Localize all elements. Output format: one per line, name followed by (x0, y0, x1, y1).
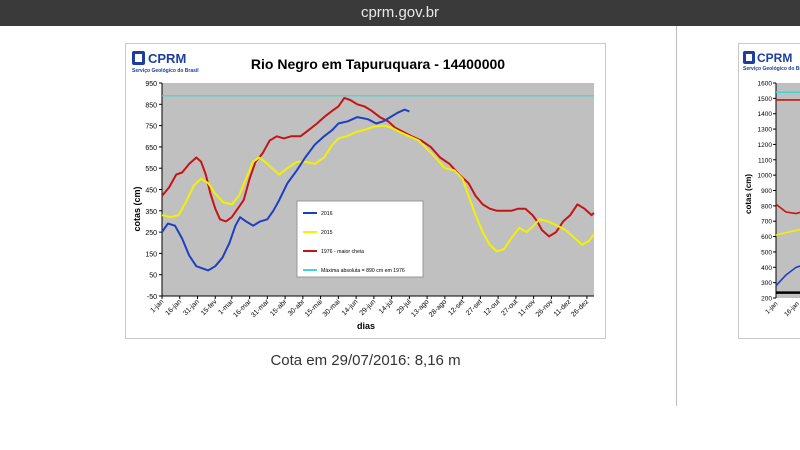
plot-area-secondary: 200 300 400 500 600 700 800 900 1000 1100 1200 1300… (758, 81, 800, 318)
url-text: cprm.gov.br (360, 4, 440, 21)
y-tick-label: 50 (149, 273, 157, 280)
y-axis-label: cotas (cm) (132, 186, 142, 231)
browser-address-bar[interactable]: cprm.gov.br (0, 0, 800, 26)
y-tick-label: 650 (145, 145, 157, 152)
x-tick-label: 27-out (500, 298, 519, 317)
y-axis-label-secondary: cotas (cm) (744, 174, 753, 214)
x-tick-label: 16-mar (232, 298, 253, 319)
y-tick-label-secondary: 1500 (758, 96, 773, 103)
x-tick-label: 15-fev (200, 298, 219, 317)
x-tick-label: 26-dez (570, 298, 590, 318)
y-tick-label-secondary: 1400 (758, 111, 773, 118)
cprm-logo-name: CPRM (148, 51, 186, 66)
y-tick-label: 950 (145, 81, 157, 88)
y-tick-label: 750 (145, 124, 157, 131)
water-level-caption: Cota em 29/07/2016: 8,16 m (270, 352, 461, 369)
x-tick-label: 16-jan (164, 298, 183, 317)
x-tick-label: 30-mai (322, 298, 342, 318)
legend-label-2016: 2016 (321, 211, 333, 217)
x-tick-label: 12-set (447, 298, 466, 317)
chart-secondary: CPRM Serviço Geológico do Brasil 200 300 4… (743, 51, 800, 318)
x-tick-label: 27-set (465, 298, 484, 317)
y-tick-label-secondary: 1600 (758, 81, 773, 88)
y-tick-label: 150 (145, 251, 157, 258)
cprm-logo-subtitle-secondary: Serviço Geológico do Brasil (743, 66, 800, 72)
x-tick-label: 31-jan (182, 298, 201, 317)
series-line-2016 (161, 108, 410, 272)
x-tick-label: 11-nov (517, 298, 537, 318)
x-tick-label: 15-abr (269, 298, 289, 318)
y-tick-label-secondary: 900 (761, 188, 772, 195)
y-tick-label-secondary: 400 (761, 265, 772, 272)
series-line-2015 (161, 124, 595, 253)
x-tick-label: 14-jul (378, 298, 395, 315)
y-tick-label-secondary: 1300 (758, 127, 773, 134)
cprm-logo-secondary: CPRM Serviço Geológico do Brasil (743, 51, 800, 72)
chart-title: Rio Negro em Tapuruquara - 14400000 (251, 56, 505, 72)
legend-label-1976-maior-cheia: 1976 - maior cheia (321, 249, 364, 255)
x-tick-label: 31-mar (250, 298, 271, 319)
y-tick-label: 550 (145, 166, 157, 173)
series-line-secondary-4 (775, 265, 800, 287)
y-tick-label: 350 (145, 209, 157, 216)
x-tick-label: 11-dez (553, 298, 573, 318)
cprm-logo-subtitle: Serviço Geológico do Brasil (132, 68, 199, 74)
y-tick-label-secondary: 1200 (758, 142, 773, 149)
y-tick-label-secondary: 700 (761, 219, 772, 226)
legend-label-m-xima-absoluta-890-cm-em-1976: Máxima absoluta = 890 cm em 1976 (321, 268, 405, 274)
series-line-secondary-2 (775, 228, 800, 236)
y-tick-label: 250 (145, 230, 157, 237)
x-tick-label: 12-out (483, 298, 502, 317)
x-tick-label: 29-jun (359, 298, 378, 317)
x-tick-label: 26-nov (535, 298, 555, 318)
x-tick-label: 15-mai (304, 298, 324, 318)
x-tick-label-secondary: 16-jan (783, 300, 800, 318)
legend-label-2015: 2015 (321, 230, 333, 236)
x-axis-label: dias (357, 321, 375, 331)
series-line-1976-maior-cheia (161, 96, 595, 238)
x-tick-label-secondary: 1-jan (764, 300, 779, 315)
y-tick-label-secondary: 300 (761, 280, 772, 287)
y-tick-label: 450 (145, 188, 157, 195)
y-tick-label-secondary: 200 (761, 296, 772, 303)
y-tick-label-secondary: 1000 (758, 173, 773, 180)
y-tick-label-secondary: 1100 (758, 157, 772, 164)
y-tick-label: 850 (145, 102, 157, 109)
chart-main: CPRM Serviço Geológico do Brasil Rio Neg… (132, 51, 595, 331)
cprm-logo-mark-inner (135, 54, 142, 62)
y-tick-label-secondary: 800 (761, 203, 772, 210)
chart-card-secondary: CPRM Serviço Geológico do Brasil 200 300 4… (738, 43, 800, 339)
y-tick-label-secondary: 500 (761, 249, 772, 256)
plot-background-secondary (776, 83, 800, 298)
cprm-logo-mark-inner-secondary (746, 54, 752, 61)
x-tick-label: 14-jun (341, 298, 360, 317)
y-tick-label: -50 (147, 294, 157, 301)
column-divider (676, 26, 677, 406)
chart-legend (296, 200, 424, 278)
cprm-logo-name-secondary: CPRM (757, 51, 792, 65)
x-tick-label: 13-ago (410, 298, 430, 318)
x-tick-label: 28-ago (428, 298, 448, 318)
series-line-secondary-3 (775, 203, 800, 215)
chart-card-main: CPRM Serviço Geológico do Brasil Rio Neg… (125, 43, 606, 339)
cprm-logo: CPRM Serviço Geológico do Brasil (132, 51, 199, 74)
y-tick-label-secondary: 600 (761, 234, 772, 241)
